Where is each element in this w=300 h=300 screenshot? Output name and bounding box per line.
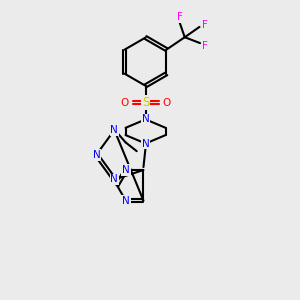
Text: S: S bbox=[142, 96, 149, 110]
Text: F: F bbox=[202, 41, 208, 51]
Text: N: N bbox=[122, 165, 130, 175]
Text: O: O bbox=[121, 98, 129, 108]
Text: N: N bbox=[142, 139, 149, 148]
Text: F: F bbox=[176, 12, 182, 22]
Text: O: O bbox=[162, 98, 170, 108]
Text: F: F bbox=[202, 20, 208, 30]
Text: N: N bbox=[122, 196, 130, 206]
Text: N: N bbox=[110, 175, 118, 184]
Text: N: N bbox=[92, 150, 100, 160]
Text: N: N bbox=[110, 125, 118, 135]
Text: N: N bbox=[142, 114, 149, 124]
